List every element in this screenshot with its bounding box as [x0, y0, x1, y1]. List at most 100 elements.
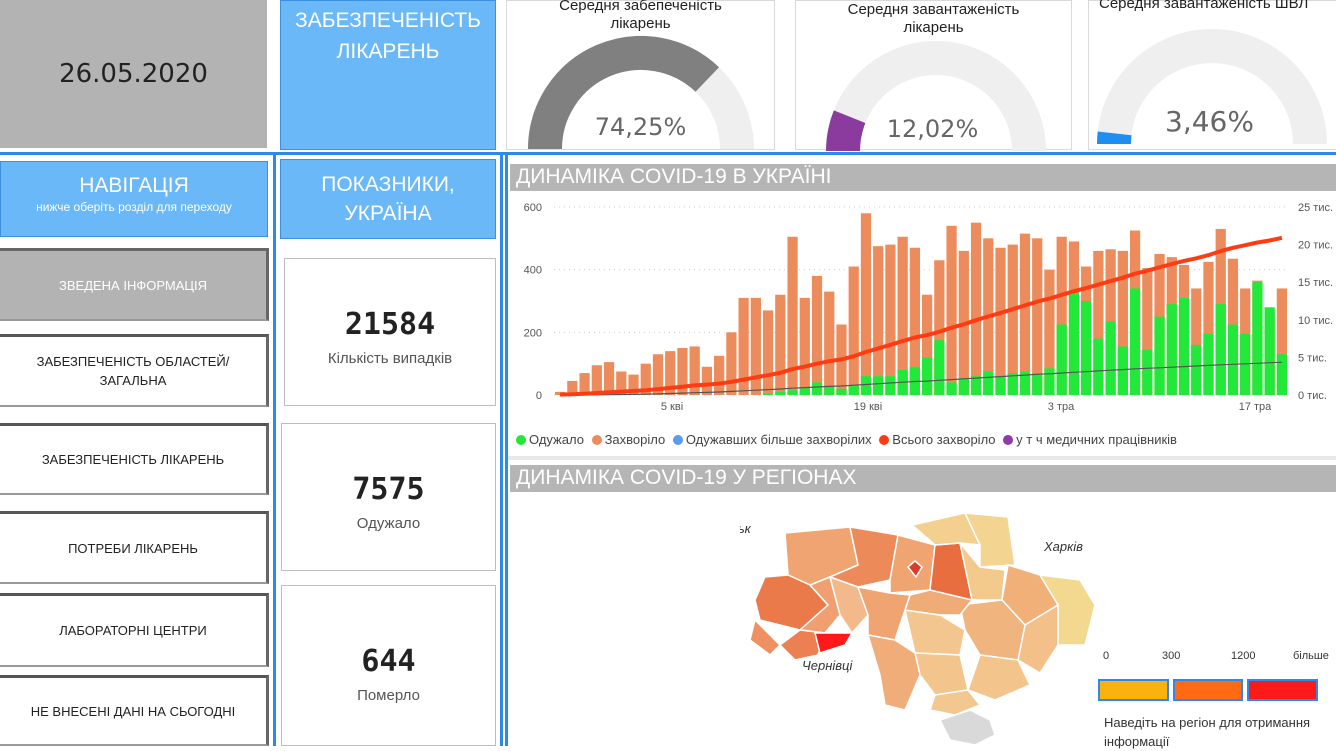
region-poltava[interactable] — [959, 542, 1006, 601]
nav-regions-supply-button[interactable]: ЗАБЕЗПЕЧЕНІСТЬ ОБЛАСТЕЙ/ ЗАГАЛЬНА — [0, 334, 269, 407]
x-tick-label: 17 тра — [1239, 401, 1272, 413]
kpi-label: Кількість випадків — [327, 350, 453, 367]
gauge-fill — [528, 35, 720, 150]
scale-label: 300 — [1162, 650, 1181, 662]
x-tick-label: 5 кві — [661, 401, 683, 413]
legend-item-sick[interactable]: Захворіло — [591, 432, 665, 447]
region-kyiv-city[interactable] — [906, 560, 923, 579]
bar-recovered — [848, 385, 859, 395]
region-khmelnytskyi[interactable] — [828, 575, 869, 635]
bar-recovered — [1117, 346, 1128, 395]
bar-sick — [652, 354, 664, 395]
region-zaporizhzhia[interactable] — [967, 654, 1032, 701]
kpi-value: 21584 — [344, 307, 436, 342]
region-vinnytsia[interactable] — [856, 586, 912, 641]
bar-recovered — [762, 393, 774, 395]
region-chernivtsi[interactable] — [814, 632, 854, 654]
bar-sick — [885, 244, 896, 395]
region-zakarpattia[interactable] — [749, 618, 782, 656]
bar-sick — [665, 351, 676, 395]
nav-label: ЗАБЕЗПЕЧЕНІСТЬ ЛІКАРЕНЬ — [41, 452, 225, 467]
bar-recovered — [1252, 282, 1263, 395]
region-odesa[interactable] — [866, 634, 921, 711]
bar-sick — [1007, 244, 1018, 395]
bar-recovered — [970, 376, 982, 395]
bar-recovered — [1093, 338, 1104, 395]
scale-swatch — [1247, 679, 1319, 701]
x-tick-label: 3 тра — [1048, 401, 1075, 413]
kpi-recovered: 7575 Одужало — [281, 423, 496, 571]
bar-sick — [750, 297, 761, 395]
separator-vertical — [500, 152, 503, 746]
nav-label: ПОТРЕБИ ЛІКАРЕНЬ — [68, 540, 198, 556]
bar-sick — [726, 332, 737, 395]
bar-sick — [873, 246, 884, 395]
bar-recovered — [1032, 373, 1043, 395]
regions-divider — [508, 456, 1336, 460]
bar-sick — [1019, 233, 1031, 395]
legend-item-medics[interactable]: у т ч медичних працівників — [1003, 432, 1177, 447]
covid-dynamics-chart[interactable]: 0 200 400 600 0 тис. 5 тис. 10 тис. 15 тис. 20 т… — [510, 192, 1336, 422]
bar-sick — [799, 297, 810, 395]
gauge-ventilator-load — [1097, 29, 1327, 145]
line-medics — [560, 361, 1282, 396]
nav-hospital-supply-button[interactable]: ЗАБЕЗПЕЧЕНІСТЬ ЛІКАРЕНЬ — [0, 423, 269, 495]
chart-legend: Одужало Захворіло Одужавших більше захво… — [516, 432, 1336, 447]
region-kirovohrad[interactable] — [904, 609, 966, 656]
bar-sick — [995, 247, 1006, 395]
legend-item-recovered-more[interactable]: Одужавших більше захворілих — [672, 432, 872, 447]
legend-item-recovered[interactable]: Одужало — [516, 432, 584, 447]
y-tick-label: 600 — [524, 202, 542, 214]
bar-sick — [677, 348, 688, 395]
ukraine-map[interactable]: Луцьк Харків Чернівці — [740, 505, 1110, 746]
bar-recovered — [1105, 321, 1116, 395]
legend-item-total[interactable]: Всього захворіло — [879, 432, 996, 447]
bar-recovered — [995, 376, 1006, 395]
bar-sick — [1032, 238, 1043, 395]
region-kherson[interactable] — [929, 689, 982, 716]
region-sumy[interactable] — [963, 512, 1016, 568]
y2-tick-label: 10 тис. — [1298, 315, 1333, 327]
regions-title: ДИНАМІКА COVID-19 У РЕГІОНАХ — [516, 466, 857, 489]
y2-tick-label: 15 тис. — [1298, 277, 1333, 289]
bar-sick — [934, 260, 945, 395]
nav-hospital-needs-button[interactable]: ПОТРЕБИ ЛІКАРЕНЬ — [0, 511, 269, 584]
bar-recovered — [1178, 297, 1190, 395]
kpi-deaths: 644 Померло — [281, 585, 496, 746]
bar-recovered — [958, 377, 969, 395]
y2-tick-label: 25 тис. — [1298, 202, 1333, 214]
bar-sick — [603, 362, 615, 395]
scale-label: 0 — [1103, 650, 1110, 662]
x-tick-label: 19 кві — [854, 401, 882, 413]
gauge-value: 74,25% — [594, 113, 687, 141]
region-crimea[interactable] — [938, 709, 996, 746]
bar-recovered — [1276, 354, 1287, 395]
nav-label: НЕ ВНЕСЕНІ ДАНІ НА СЬОГОДНІ — [30, 703, 236, 719]
nav-label: ЗВЕДЕНА ІНФОРМАЦІЯ — [59, 277, 207, 293]
nav-labs-button[interactable]: ЛАБОРАТОРНІ ЦЕНТРИ — [0, 593, 269, 667]
bar-recovered — [860, 376, 872, 395]
map-scale-labels: 0 300 1200 більше — [1100, 650, 1336, 664]
scale-swatch — [1172, 679, 1244, 701]
city-label-kharkiv: Харків — [1043, 539, 1083, 554]
navigation-header: НАВІГАЦІЯ нижче оберіть розділ для перех… — [0, 161, 268, 237]
bar-recovered — [946, 382, 957, 395]
scale-swatch — [1098, 679, 1169, 701]
gauge-title: Середня завантаженість ШВЛ — [1099, 0, 1309, 12]
bar-sick — [1191, 288, 1202, 395]
gauge-fill — [1097, 131, 1132, 145]
legend-dot — [879, 435, 890, 445]
gauge-value: 3,46% — [1165, 105, 1254, 138]
gauge-title: Середня завантаженість лікарень — [847, 1, 1020, 36]
y2-tick-label: 20 тис. — [1298, 240, 1333, 252]
region-mykolaiv[interactable] — [914, 652, 969, 696]
map-hint: Наведіть на регіон для отримання інформа… — [1104, 715, 1311, 749]
y2-tick-label: 0 тис. — [1298, 390, 1327, 402]
region-chernihiv[interactable] — [910, 512, 982, 546]
kpi-value: 644 — [361, 644, 416, 679]
bar-sick — [1276, 288, 1287, 395]
nav-summary-button[interactable]: ЗВЕДЕНА ІНФОРМАЦІЯ — [0, 248, 269, 321]
gauge-card-hospital-supply: Середня забепеченість лікарень 74,25% — [506, 0, 775, 150]
separator-vertical — [273, 152, 276, 746]
nav-missing-data-button[interactable]: НЕ ВНЕСЕНІ ДАНІ НА СЬОГОДНІ — [0, 675, 269, 746]
